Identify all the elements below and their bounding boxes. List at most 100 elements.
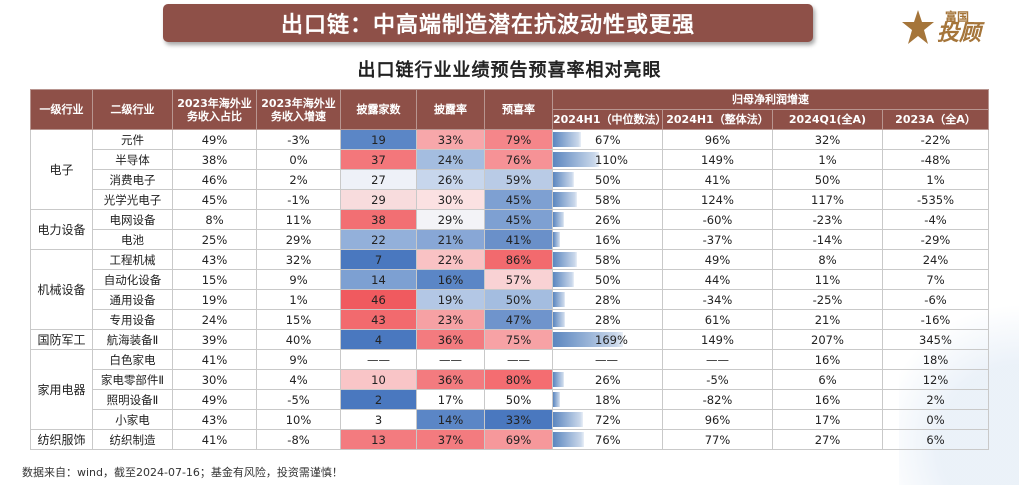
h1-median-growth-cell: 58% [552, 189, 663, 210]
a2023-growth-cell: -48% [882, 149, 989, 170]
a2023-growth-cell: 2% [882, 389, 989, 410]
star-icon [902, 10, 934, 44]
disclosed-count-cell: 19 [340, 129, 417, 150]
a2023-growth-cell: 18% [882, 349, 989, 370]
disclosed-count-cell: 13 [340, 429, 417, 450]
disclosure-rate-cell: 21% [416, 229, 485, 250]
disclosed-count-cell: 29 [340, 189, 417, 210]
h1-median-growth-cell: 110% [552, 149, 663, 170]
h1-median-data-bar [553, 292, 565, 307]
h1-median-data-bar [553, 192, 577, 207]
a2023-growth-cell: -535% [882, 189, 989, 210]
table-row: 电子 元件 49% -3% 19 33% 79% 67% 96% 32% -22% [30, 129, 989, 210]
table-row: 机械设备 工程机械 43% 32% 7 22% 86% 58% 49% 8% 24% [30, 249, 989, 330]
h1-median-growth-cell: 26% [552, 209, 663, 230]
h1-median-data-bar [553, 252, 577, 267]
table-row: 纺织服饰 纺织制造 41% -8% 13 37% 69% 76% 77% 27% 6% [30, 429, 989, 450]
h1-median-value: 26% [595, 372, 621, 387]
h1-overall-growth-cell: -82% [662, 389, 773, 410]
h1-median-value: 72% [595, 412, 621, 427]
table-row: 通用设备 19% 1% 46 19% 50% 28% -34% -25% -6% [31, 289, 989, 310]
h1-median-growth-cell: 72% [552, 409, 663, 430]
overseas-share-cell: 38% [172, 149, 257, 170]
q1-2024-growth-cell: -23% [772, 209, 883, 230]
disclosure-rate-cell: 24% [416, 149, 485, 170]
overseas-share-cell: 15% [172, 269, 257, 290]
overseas-growth-cell: 4% [256, 369, 341, 390]
data-source-footnote: 数据来自：wind，截至2024-07-16；基金有风险，投资需谨慎！ [22, 466, 343, 479]
overseas-share-cell: 45% [172, 189, 257, 210]
positive-rate-cell: 45% [484, 189, 553, 210]
level2-industry-cell: 自动化设备 [92, 269, 173, 290]
positive-rate-cell: 47% [484, 309, 553, 330]
disclosed-count-cell: 7 [340, 249, 417, 270]
h1-median-data-bar [553, 392, 560, 407]
q1-2024-growth-cell: 8% [772, 249, 883, 270]
disclosure-rate-cell: 26% [416, 169, 485, 190]
h1-overall-growth-cell: -5% [662, 369, 773, 390]
overseas-growth-cell: 32% [256, 249, 341, 270]
table-row: 光学光电子 45% -1% 29 30% 45% 58% 124% 117% -535% [31, 189, 989, 210]
table-row: 照明设备Ⅱ 49% -5% 2 17% 50% 18% -82% 16% 2% [31, 389, 989, 410]
h1-median-growth-cell: 50% [552, 169, 663, 190]
table-row: 自动化设备 15% 9% 14 16% 57% 50% 44% 11% 7% [31, 269, 989, 290]
q1-2024-growth-cell: 1% [772, 149, 883, 170]
h1-median-value: 28% [595, 292, 621, 307]
a2023-growth-cell: 6% [882, 429, 989, 450]
overseas-share-cell: 49% [172, 389, 257, 410]
header-level2: 二级行业 [92, 89, 173, 130]
logo-small-text: 富国 [945, 10, 970, 24]
h1-median-value: —— [595, 352, 618, 367]
h1-median-value: 169% [595, 332, 628, 347]
q1-2024-growth-cell: 207% [772, 329, 883, 350]
h1-median-value: 16% [595, 232, 621, 247]
disclosed-count-cell: 14 [340, 269, 417, 290]
level2-industry-cell: 小家电 [92, 409, 173, 430]
q1-2024-growth-cell: 50% [772, 169, 883, 190]
overseas-growth-cell: 40% [256, 329, 341, 350]
level1-industry-cell: 国防军工 [30, 329, 93, 350]
disclosed-count-cell: 4 [340, 329, 417, 350]
positive-rate-cell: 50% [484, 289, 553, 310]
h1-overall-growth-cell: 124% [662, 189, 773, 210]
a2023-growth-cell: 7% [882, 269, 989, 290]
level2-industry-cell: 通用设备 [92, 289, 173, 310]
level1-industry-cell: 家用电器 [30, 349, 93, 430]
h1-median-value: 76% [595, 432, 621, 447]
overseas-share-cell: 39% [172, 329, 257, 350]
h1-overall-growth-cell: 149% [662, 329, 773, 350]
overseas-share-cell: 8% [172, 209, 257, 230]
positive-rate-cell: 76% [484, 149, 553, 170]
disclosure-rate-cell: 30% [416, 189, 485, 210]
h1-median-growth-cell: 76% [552, 429, 663, 450]
disclosure-rate-cell: 33% [416, 129, 485, 150]
positive-rate-cell: 79% [484, 129, 553, 150]
disclosure-rate-cell: 36% [416, 369, 485, 390]
a2023-growth-cell: -16% [882, 309, 989, 330]
disclosed-count-cell: 2 [340, 389, 417, 410]
overseas-share-cell: 19% [172, 289, 257, 310]
a2023-growth-cell: -29% [882, 229, 989, 250]
header-2023a: 2023A（全A） [882, 109, 989, 130]
header-positive-rate: 预喜率 [484, 89, 553, 130]
h1-overall-growth-cell: 96% [662, 129, 773, 150]
table-subtitle: 出口链行业业绩预告预喜率相对亮眼 [357, 60, 662, 81]
level1-industry-cell: 纺织服饰 [30, 429, 93, 450]
positive-rate-cell: 41% [484, 229, 553, 250]
positive-rate-cell: 57% [484, 269, 553, 290]
overseas-share-cell: 30% [172, 369, 257, 390]
disclosure-rate-cell: 36% [416, 329, 485, 350]
h1-median-growth-cell: 58% [552, 249, 663, 270]
h1-median-value: 110% [595, 152, 628, 167]
overseas-growth-cell: 9% [256, 269, 341, 290]
h1-overall-growth-cell: 49% [662, 249, 773, 270]
disclosed-count-cell: 46 [340, 289, 417, 310]
h1-median-data-bar [553, 272, 574, 287]
positive-rate-cell: 45% [484, 209, 553, 230]
q1-2024-growth-cell: 16% [772, 349, 883, 370]
q1-2024-growth-cell: -14% [772, 229, 883, 250]
level1-industry-cell: 电子 [30, 129, 93, 210]
overseas-share-cell: 43% [172, 249, 257, 270]
h1-median-growth-cell: 16% [552, 229, 663, 250]
disclosure-rate-cell: 14% [416, 409, 485, 430]
